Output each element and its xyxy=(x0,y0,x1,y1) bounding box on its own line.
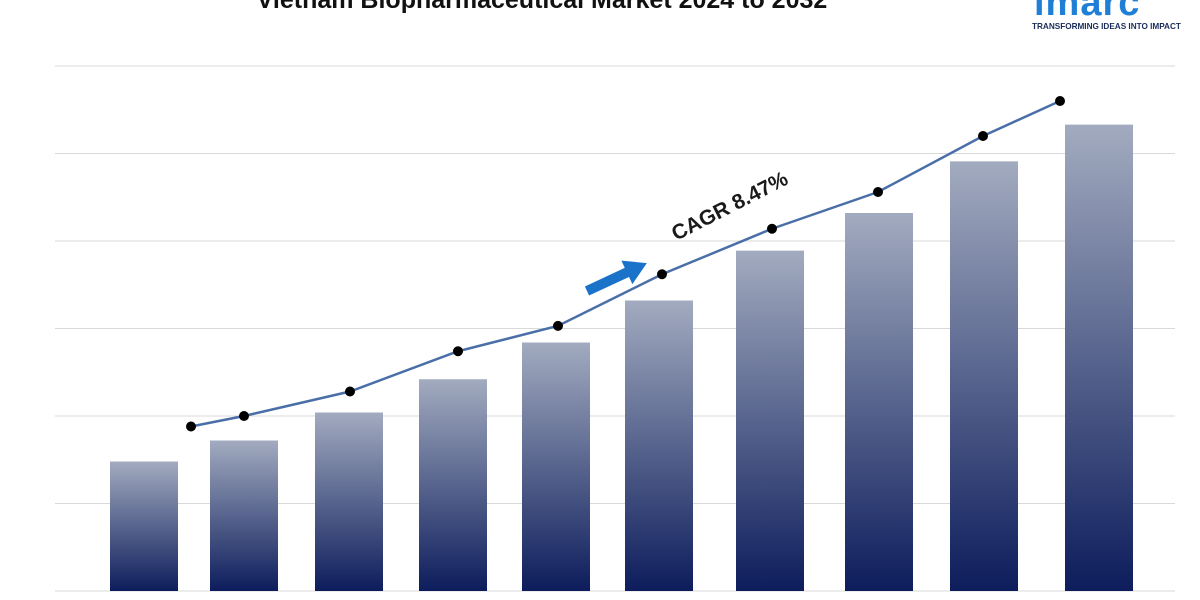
trend-line-path xyxy=(190,99,1061,428)
bar-3 xyxy=(315,412,383,591)
trend-point-1 xyxy=(186,421,196,432)
bar-4 xyxy=(419,379,487,591)
right-arrow-icon xyxy=(584,260,647,296)
chart-title: Vietnam Biopharmaceutical Market 2024 to… xyxy=(256,0,828,14)
trend-point-10 xyxy=(1055,96,1065,106)
trend-point-3 xyxy=(345,386,355,397)
brand-wordmark: imarc xyxy=(1034,0,1141,24)
bar-5 xyxy=(522,342,590,591)
bar-7 xyxy=(736,250,804,591)
bar-2 xyxy=(210,440,278,591)
trend-line xyxy=(190,99,1061,428)
trend-point-8 xyxy=(873,187,883,197)
bar-8 xyxy=(845,213,913,591)
trend-markers xyxy=(186,96,1065,432)
bar-10 xyxy=(1065,124,1133,591)
brand-logo: imarc TRANSFORMING IDEAS INTO IMPACT xyxy=(1028,0,1181,34)
brand-tagline: TRANSFORMING IDEAS INTO IMPACT xyxy=(1032,22,1181,31)
trend-point-7 xyxy=(767,223,777,234)
trend-point-4 xyxy=(453,346,463,357)
trend-point-5 xyxy=(553,320,563,331)
trend-point-6 xyxy=(657,269,667,280)
bars xyxy=(110,124,1133,591)
bar-6 xyxy=(625,300,693,591)
bar-9 xyxy=(950,161,1018,591)
trend-point-2 xyxy=(239,411,249,421)
bar-1 xyxy=(110,461,178,591)
trend-point-9 xyxy=(978,131,988,141)
